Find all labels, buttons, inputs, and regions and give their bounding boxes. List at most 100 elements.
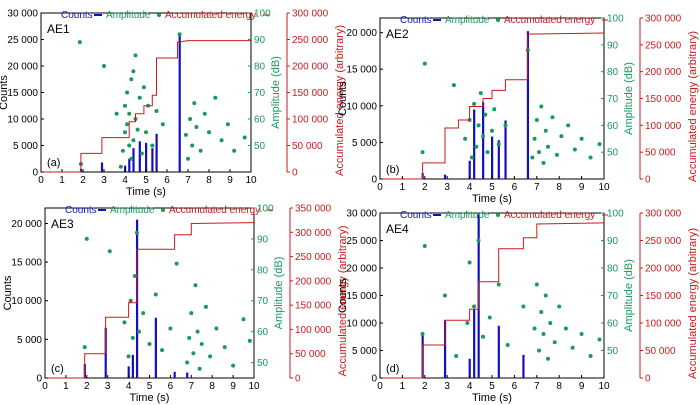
energy-tick-label: 0: [292, 168, 298, 179]
counts-axis-label: Counts: [0, 75, 10, 110]
x-tick-label: 6: [164, 175, 170, 186]
energy-tick-label: 100 000: [645, 319, 682, 330]
amplitude-point: [241, 317, 246, 322]
counts-tick-label: 10 000: [346, 319, 377, 330]
amplitude-point: [120, 148, 125, 153]
counts-bar: [443, 174, 447, 179]
energy-axis-label: Accumulated energy (arbitrary): [334, 25, 346, 176]
amplitude-point: [541, 160, 546, 165]
amplitude-point: [472, 101, 477, 106]
legend-amplitude-label: Amplitude: [106, 10, 151, 21]
amplitude-point: [203, 304, 208, 309]
amplitude-point: [125, 122, 130, 127]
energy-tick-label: 0: [645, 175, 651, 186]
amplitude-point: [147, 342, 152, 346]
panel-letter: (b): [386, 164, 399, 176]
amplitude-point: [127, 111, 132, 116]
panel-ae3: 0 1 2 3 4 5 6 7 8 9 10 Time (s) 0 5 000 10 000 15 000 20…: [2, 204, 349, 405]
energy-tick-label: 300 000: [292, 9, 329, 20]
counts-tick-label: 0: [32, 168, 38, 179]
counts-bar: [497, 140, 500, 179]
amplitude-point: [476, 123, 481, 128]
counts-tick-label: 30 000: [346, 209, 377, 220]
x-tick-label: 6: [168, 381, 174, 392]
counts-bar: [151, 148, 154, 172]
x-axis-label: Time (s): [126, 186, 166, 198]
x-tick-label: 8: [556, 182, 562, 193]
amplitude-point: [546, 144, 550, 149]
amplitude-point: [597, 142, 602, 147]
x-tick-label: 8: [206, 175, 212, 186]
x-tick-label: 5: [489, 182, 495, 193]
amplitude-point: [532, 326, 537, 331]
amplitude-tick-label: 80: [257, 265, 269, 276]
counts-tick-label: 30 000: [7, 9, 38, 20]
amplitude-point: [422, 244, 427, 248]
amplitude-point: [131, 138, 136, 143]
energy-tick-label: 200 000: [292, 62, 329, 73]
amplitude-point: [114, 111, 119, 116]
x-axis-label: Time (s): [472, 193, 512, 205]
x-tick-label: 2: [80, 175, 86, 186]
amplitude-point: [422, 61, 427, 66]
counts-tick-label: 10 000: [11, 296, 42, 307]
counts-tick-label: 10 000: [7, 115, 38, 126]
x-tick-label: 10: [598, 381, 610, 392]
energy-tick-label: 200 000: [645, 67, 682, 78]
amplitude-axis-label: Amplitude (dB): [623, 62, 635, 135]
amplitude-point: [214, 326, 219, 331]
counts-tick-label: 10 000: [346, 101, 377, 112]
legend-amplitude-swatch: [161, 208, 165, 212]
counts-tick-label: 20 000: [346, 28, 377, 39]
x-tick-label: 9: [227, 175, 233, 186]
amplitude-point: [543, 293, 548, 298]
legend: Counts Amplitude Accumulated energy: [400, 210, 608, 221]
amplitude-point: [177, 32, 182, 37]
energy-tick-label: 0: [295, 374, 301, 385]
amplitude-point: [102, 64, 106, 68]
energy-tick-label: 150 000: [645, 291, 682, 302]
amplitude-point: [107, 249, 112, 254]
amplitude-axis-label: Amplitude (dB): [273, 257, 285, 330]
amplitude-point: [478, 91, 483, 96]
energy-tick-label: 150 000: [292, 88, 329, 99]
energy-tick-label: 100 000: [295, 325, 332, 336]
amplitude-point: [189, 311, 194, 316]
counts-bar: [473, 309, 476, 378]
x-tick-label: 4: [467, 381, 473, 392]
x-tick-label: 2: [84, 381, 90, 392]
amplitude-point: [191, 351, 196, 356]
amplitude-point: [202, 111, 207, 116]
x-tick-label: 6: [512, 182, 518, 193]
amplitude-point: [192, 101, 197, 106]
sensor-label: AE3: [51, 217, 74, 231]
amplitude-point: [144, 130, 148, 135]
counts-bar: [155, 133, 158, 172]
amplitude-point: [187, 335, 192, 340]
energy-line: [41, 40, 251, 173]
amplitude-tick-label: 80: [607, 67, 619, 78]
plot-frame: [379, 212, 605, 379]
amplitude-point: [557, 304, 562, 309]
amplitude-point: [563, 326, 568, 331]
counts-tick-label: 15 000: [346, 291, 377, 302]
counts-bar: [173, 371, 176, 378]
amplitude-point: [554, 152, 559, 157]
plot-frame: [44, 207, 255, 379]
amplitude-point: [141, 85, 146, 90]
amplitude-point: [451, 83, 456, 88]
amplitude-tick-label: 50: [607, 148, 619, 159]
sensor-label: AE4: [386, 222, 409, 236]
amplitude-axis-label: Amplitude (dB): [270, 56, 282, 129]
legend-counts-label: Counts: [400, 15, 432, 26]
amplitude-point: [492, 107, 497, 112]
energy-tick-label: 50 000: [292, 141, 323, 152]
amplitude-point: [199, 342, 204, 346]
sensor-label: AE2: [386, 27, 409, 41]
amplitude-point: [168, 326, 173, 331]
x-tick-label: 7: [534, 381, 540, 392]
amplitude-point: [222, 345, 227, 350]
amplitude-point: [469, 155, 474, 160]
counts-tick-label: 5 000: [352, 346, 377, 357]
amplitude-point: [141, 311, 146, 316]
